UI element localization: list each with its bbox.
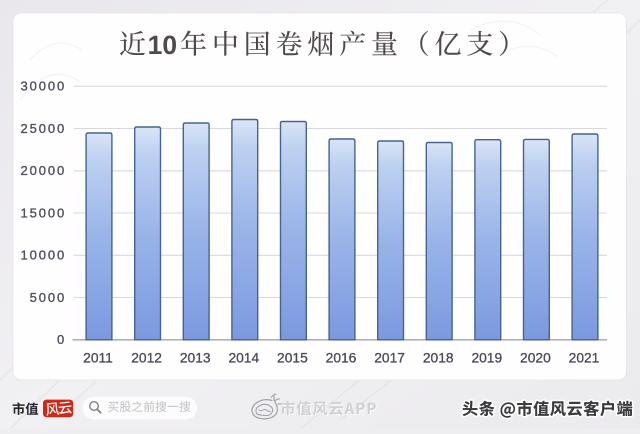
svg-text:2017: 2017	[374, 351, 405, 366]
svg-text:20000: 20000	[21, 163, 67, 178]
svg-text:2018: 2018	[423, 351, 454, 366]
svg-text:2013: 2013	[180, 351, 211, 366]
svg-text:2015: 2015	[277, 351, 308, 366]
svg-text:2012: 2012	[131, 351, 162, 366]
svg-text:2011: 2011	[83, 351, 113, 366]
svg-text:30000: 30000	[21, 79, 67, 94]
svg-text:5000: 5000	[30, 290, 67, 305]
svg-text:2021: 2021	[569, 351, 600, 366]
svg-text:25000: 25000	[21, 121, 67, 136]
svg-text:0: 0	[57, 332, 66, 347]
svg-text:2019: 2019	[471, 351, 502, 366]
svg-text:2016: 2016	[326, 351, 357, 366]
svg-text:2020: 2020	[520, 351, 551, 366]
svg-text:10000: 10000	[21, 248, 67, 263]
svg-text:15000: 15000	[21, 205, 67, 220]
svg-text:2014: 2014	[228, 351, 259, 366]
